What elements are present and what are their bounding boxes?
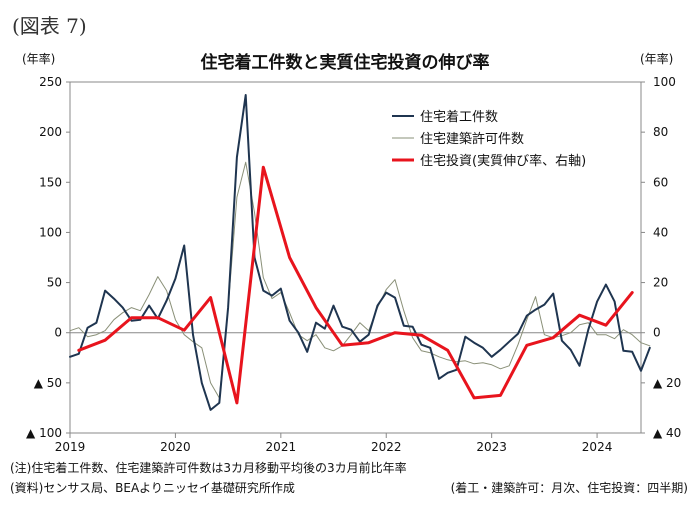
y-left-tick-label: 100: [39, 225, 62, 239]
y-left-tick-label: 150: [39, 175, 62, 189]
y-right-tick-label: 80: [653, 125, 668, 139]
y-left-unit: (年率): [22, 51, 55, 66]
x-tick-label: 2022: [371, 440, 402, 454]
plot-area-frame: [69, 81, 642, 434]
y-right-tick-label: ▲ 20: [653, 376, 681, 390]
footnote: (注)住宅着工件数、住宅建築許可件数は3カ月移動平均後の3カ月前比年率: [10, 461, 407, 475]
x-tick-label: 2021: [266, 440, 297, 454]
series-line-residential-investment: [77, 165, 634, 405]
y-right-tick-label: 100: [653, 75, 676, 89]
x-tick-label: 2019: [55, 440, 86, 454]
y-left-tick-label: ▲ 50: [34, 376, 62, 390]
x-tick-label: 2020: [160, 440, 191, 454]
legend-item-residential-investment-label: 住宅投資(実質伸び率、右軸): [420, 153, 586, 169]
legend-item-housing-starts-label: 住宅着工件数: [420, 109, 498, 125]
series-line-housing-starts: [69, 94, 651, 411]
y-left-tick-label: ▲ 100: [26, 426, 62, 440]
series-lines: [69, 94, 651, 411]
chart-title: 住宅着工件数と実質住宅投資の伸び率: [201, 52, 490, 73]
y-right-tick-label: 20: [653, 276, 668, 290]
y-left-tick-label: 250: [39, 75, 62, 89]
y-left-tick-label: 200: [39, 125, 62, 139]
x-tick-label: 2023: [476, 440, 507, 454]
y-left-tick-label: 0: [54, 326, 62, 340]
y-right-tick-label: 0: [653, 326, 661, 340]
y-left-tick-label: 50: [47, 276, 62, 290]
y-right-tick-label: 60: [653, 175, 668, 189]
series-line-building-permits: [69, 161, 651, 399]
x-tick-label: 2024: [582, 440, 613, 454]
y-right-unit: (年率): [640, 51, 673, 66]
frequency-note: (着工・建築許可：月次、住宅投資：四半期): [450, 481, 688, 495]
y-right-tick-label: ▲ 40: [653, 426, 681, 440]
source-note: (資料)センサス局、BEAよりニッセイ基礎研究所作成: [10, 481, 295, 495]
y-right-tick-label: 40: [653, 225, 668, 239]
legend-item-building-permits-label: 住宅建築許可件数: [420, 132, 524, 147]
figure-label: (図表 7): [12, 14, 87, 38]
